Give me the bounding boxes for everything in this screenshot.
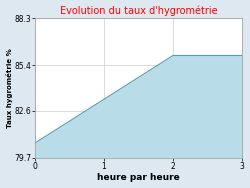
X-axis label: heure par heure: heure par heure	[97, 174, 180, 182]
Y-axis label: Taux hygrométrie %: Taux hygrométrie %	[6, 48, 12, 128]
Title: Evolution du taux d'hygrométrie: Evolution du taux d'hygrométrie	[60, 6, 217, 16]
